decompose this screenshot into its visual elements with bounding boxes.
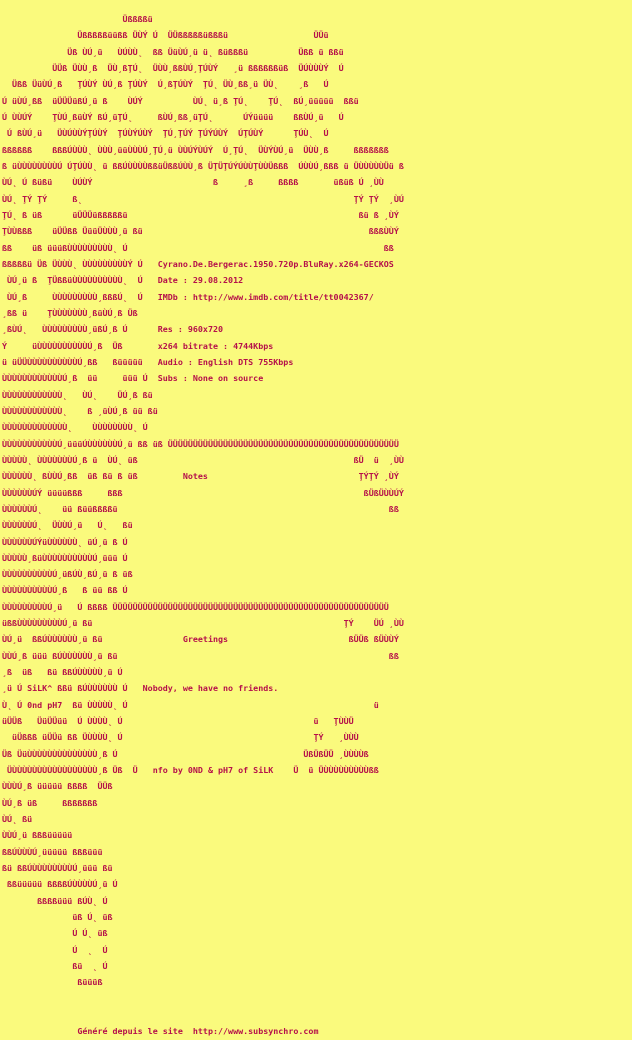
nfo-page: Üßßßßü Üßßßßßüüßß ÜÙÝ Ú ÜÜßßßßßüßßßü ÜÜü… [2, 14, 404, 1037]
nfo-ascii-art: Üßßßßü Üßßßßßüüßß ÜÙÝ Ú ÜÜßßßßßüßßßü ÜÜü… [2, 14, 404, 1037]
